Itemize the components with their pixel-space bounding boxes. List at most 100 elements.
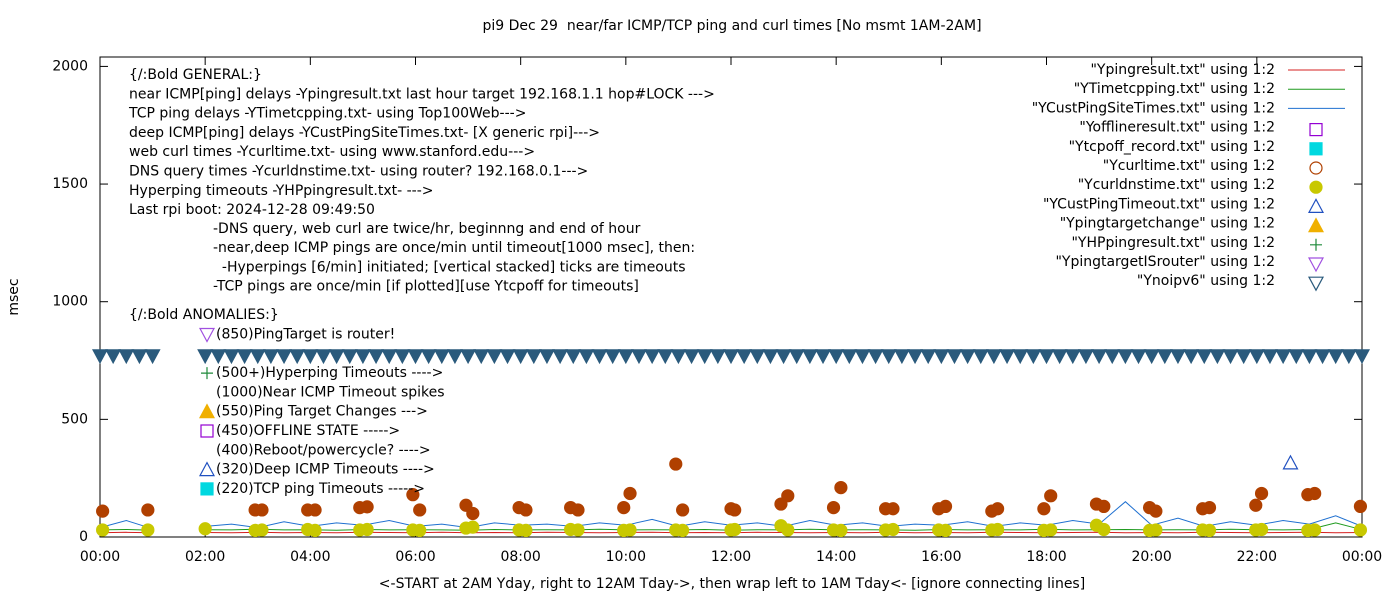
- y-tick-label: 1500: [52, 176, 88, 192]
- note-line: near ICMP[ping] delays -Ypingresult.txt …: [129, 86, 715, 102]
- x-tick-label: 20:00: [1131, 549, 1171, 565]
- legend-swatch: [1309, 122, 1323, 137]
- marker: [236, 349, 253, 365]
- marker: [96, 523, 110, 537]
- anomaly-item: (320)Deep ICMP Timeouts ---->: [216, 462, 435, 478]
- legend-swatch: [1307, 276, 1325, 292]
- legend-swatch: [1309, 142, 1323, 156]
- marker: [413, 503, 427, 517]
- note-subline: -TCP pings are once/min [if plotted][use…: [213, 279, 639, 295]
- x-tick-label: 16:00: [921, 549, 961, 565]
- marker: [141, 503, 155, 517]
- marker: [1254, 522, 1269, 537]
- marker: [223, 349, 240, 365]
- marker: [972, 349, 989, 365]
- x-tick-label: 04:00: [290, 549, 330, 565]
- legend-label: "YCustPingTimeout.txt" using 1:2: [1043, 196, 1275, 212]
- marker: [1104, 349, 1121, 365]
- marker: [276, 349, 293, 365]
- legend-label: "YCustPingSiteTimes.txt" using 1:2: [1032, 100, 1275, 116]
- note-heading: {/:Bold GENERAL:}: [129, 67, 262, 83]
- marker: [118, 349, 135, 365]
- marker: [938, 523, 953, 538]
- anomaly-symbol: [200, 482, 214, 496]
- marker: [1222, 349, 1239, 365]
- legend-swatch: [1309, 180, 1323, 194]
- marker: [1044, 523, 1058, 537]
- marker: [1202, 500, 1217, 515]
- marker: [565, 349, 582, 365]
- marker: [762, 349, 779, 365]
- marker: [407, 349, 424, 365]
- anomaly-item: (450)OFFLINE STATE ----->: [216, 423, 400, 439]
- marker: [406, 488, 420, 502]
- marker: [591, 349, 608, 365]
- marker: [413, 523, 427, 538]
- marker: [308, 503, 322, 517]
- marker: [630, 349, 647, 365]
- marker: [1012, 349, 1029, 365]
- marker: [1301, 349, 1318, 365]
- marker: [775, 349, 792, 365]
- marker: [571, 503, 585, 517]
- note-line: Hyperping timeouts -YHPpingresult.txt- -…: [129, 183, 434, 199]
- marker: [728, 503, 742, 517]
- y-tick-label: 1000: [52, 294, 88, 310]
- marker: [466, 520, 480, 534]
- marker: [1149, 504, 1163, 518]
- marker: [907, 349, 924, 365]
- note-line: TCP ping delays -YTimetcpping.txt- using…: [128, 106, 526, 122]
- anomaly-symbol: [200, 424, 214, 438]
- marker: [623, 486, 637, 501]
- marker: [141, 523, 155, 537]
- note-heading: {/:Bold ANOMALIES:}: [129, 307, 279, 323]
- x-tick-label: 00:00: [80, 549, 120, 565]
- note-line: web curl times -Ycurltime.txt- using www…: [129, 144, 535, 160]
- note-line: deep ICMP[ping] delays -YCustPingSiteTim…: [129, 125, 600, 141]
- x-tick-label: 14:00: [816, 549, 856, 565]
- marker: [828, 349, 845, 365]
- marker: [959, 349, 976, 365]
- marker: [886, 522, 900, 537]
- anomaly-item: (220)TCP ping Timeouts ----->: [216, 481, 425, 497]
- marker: [1254, 486, 1269, 501]
- note-subline: -near,deep ICMP pings are once/min until…: [213, 240, 695, 256]
- marker: [198, 522, 212, 536]
- marker: [578, 349, 595, 365]
- marker: [1353, 499, 1368, 514]
- marker: [1091, 349, 1108, 365]
- marker: [893, 349, 910, 365]
- marker: [1353, 523, 1368, 537]
- marker: [1340, 349, 1357, 365]
- legend-label: "Ytcpoff_record.txt" using 1:2: [1069, 139, 1275, 155]
- marker: [728, 522, 742, 537]
- legend-swatch: [1307, 257, 1325, 273]
- marker: [1156, 349, 1173, 365]
- marker: [676, 523, 690, 538]
- x-tick-label: 06:00: [395, 549, 435, 565]
- marker: [1064, 349, 1081, 365]
- marker: [1353, 349, 1371, 365]
- x-tick-label: 00:00: [1342, 549, 1382, 565]
- marker: [131, 349, 148, 365]
- marker: [302, 349, 319, 365]
- note-subline: -DNS query, web curl are twice/hr, begin…: [213, 221, 641, 237]
- marker: [990, 502, 1005, 516]
- marker: [519, 503, 533, 517]
- marker: [262, 349, 279, 365]
- marker: [826, 500, 841, 515]
- marker: [368, 349, 385, 365]
- marker: [1327, 349, 1344, 365]
- marker: [1282, 454, 1299, 470]
- marker: [676, 503, 690, 517]
- marker: [512, 349, 529, 365]
- marker: [938, 499, 953, 514]
- marker: [1051, 349, 1068, 365]
- marker: [1143, 349, 1160, 365]
- marker: [886, 502, 900, 516]
- marker: [91, 349, 109, 365]
- marker: [328, 349, 345, 365]
- marker: [473, 349, 490, 365]
- marker: [1037, 502, 1051, 516]
